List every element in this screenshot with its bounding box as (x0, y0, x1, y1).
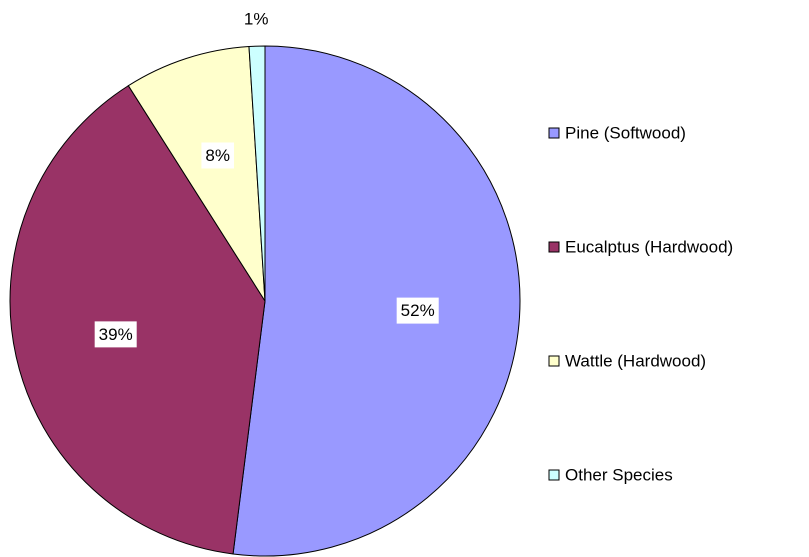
data-label: 8% (205, 146, 230, 165)
legend-label: Eucalptus (Hardwood) (565, 237, 733, 256)
legend-swatch (548, 355, 560, 367)
legend-swatch (548, 241, 560, 253)
data-label: 1% (244, 10, 269, 29)
legend-label: Wattle (Hardwood) (565, 351, 706, 370)
legend-label: Pine (Softwood) (565, 123, 686, 142)
legend-label: Other Species (565, 465, 673, 484)
pie-slice (9, 85, 266, 555)
data-label-bg (201, 142, 235, 169)
pie-slice (248, 45, 266, 302)
data-label-bg (94, 321, 137, 348)
data-label: 39% (99, 325, 133, 344)
data-label-bg (396, 297, 439, 324)
data-label: 52% (401, 301, 435, 320)
legend-swatch (548, 127, 560, 139)
legend-swatch (548, 469, 560, 481)
pie-slice (127, 45, 266, 302)
pie-slice (232, 45, 521, 557)
